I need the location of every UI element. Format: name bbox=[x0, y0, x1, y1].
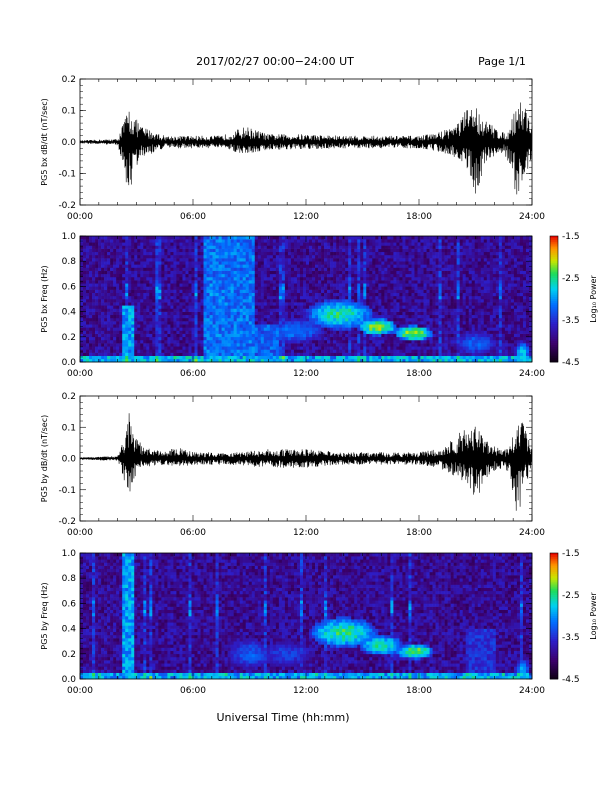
y-tick-label: 0.0 bbox=[62, 358, 77, 368]
y-tick-label: -0.1 bbox=[58, 486, 76, 496]
y-tick-label: 0.2 bbox=[62, 333, 76, 343]
y-tick-label: 0.2 bbox=[62, 392, 76, 402]
colorbar-tick-label: -3.5 bbox=[562, 633, 580, 643]
x-tick-label: 12:00 bbox=[293, 528, 319, 538]
x-tick-label: 06:00 bbox=[180, 528, 206, 538]
colorbar: -1.5 -2.5 -3.5 -4.5 Log₁₀ Power bbox=[549, 549, 598, 685]
x-tick-label: 12:00 bbox=[293, 369, 319, 379]
y-tick-label: 0.1 bbox=[62, 423, 76, 433]
y-tick-label: 0.0 bbox=[62, 455, 77, 465]
y-tick-label: 0.2 bbox=[62, 75, 76, 85]
colorbar-tick-label: -1.5 bbox=[562, 549, 580, 559]
x-tick-label: 24:00 bbox=[519, 528, 545, 538]
x-tick-label: 00:00 bbox=[67, 212, 93, 222]
y-axis-label: PG5 bx dB/dt (nT/sec) bbox=[40, 98, 49, 185]
figure-title: 2017/02/27 00:00−24:00 UT bbox=[196, 55, 354, 68]
y-tick-label: 0.6 bbox=[62, 599, 77, 609]
colorbar-tick-label: -3.5 bbox=[562, 316, 580, 326]
y-axis-label: PG5 by Freq (Hz) bbox=[40, 582, 49, 649]
x-tick-label: 06:00 bbox=[180, 212, 206, 222]
x-tick-label: 12:00 bbox=[293, 686, 319, 696]
x-tick-label: 06:00 bbox=[180, 369, 206, 379]
y-tick-label: 0.4 bbox=[62, 625, 77, 635]
x-tick-label: 18:00 bbox=[406, 686, 432, 696]
x-tick-label: 24:00 bbox=[519, 369, 545, 379]
colorbar: -1.5 -2.5 -3.5 -4.5 Log₁₀ Power bbox=[549, 232, 598, 368]
x-tick-label: 24:00 bbox=[519, 212, 545, 222]
y-tick-label: 0.0 bbox=[62, 675, 77, 685]
y-tick-label: -0.1 bbox=[58, 170, 76, 180]
spectrogram-cells bbox=[80, 553, 533, 680]
colorbar-label: Log₁₀ Power bbox=[589, 275, 598, 323]
y-tick-label: 0.2 bbox=[62, 650, 76, 660]
y-axis-label: PG5 by dB/dt (nT/sec) bbox=[40, 415, 49, 502]
colorbar-label: Log₁₀ Power bbox=[589, 592, 598, 640]
x-tick-label: 00:00 bbox=[67, 369, 93, 379]
x-tick-label: 00:00 bbox=[67, 528, 93, 538]
x-tick-label: 18:00 bbox=[406, 212, 432, 222]
colorbar-tick-label: -1.5 bbox=[562, 232, 580, 242]
x-tick-label: 18:00 bbox=[406, 528, 432, 538]
y-tick-label: -0.2 bbox=[58, 517, 76, 527]
x-tick-label: 12:00 bbox=[293, 212, 319, 222]
spectrogram-cells bbox=[80, 236, 533, 363]
x-tick-label: 24:00 bbox=[519, 686, 545, 696]
y-tick-label: 1.0 bbox=[62, 549, 77, 559]
colorbar-tick-label: -4.5 bbox=[562, 358, 580, 368]
colorbar-tick-label: -2.5 bbox=[562, 274, 580, 284]
x-tick-label: 00:00 bbox=[67, 686, 93, 696]
colorbar-tick-label: -2.5 bbox=[562, 591, 580, 601]
panel-2: -1.5 -2.5 -3.5 -4.5 Log₁₀ Power 00:00 06:00 12:… bbox=[40, 232, 598, 379]
y-tick-label: 0.8 bbox=[62, 574, 77, 584]
colorbar-tick-label: -4.5 bbox=[562, 675, 580, 685]
x-tick-label: 18:00 bbox=[406, 369, 432, 379]
panel-3: 00:00 06:00 12:00 18:00 24:00 -0.2 -0.1 0.0 0.1 0… bbox=[40, 392, 545, 538]
panel-1: 00:00 06:00 12:00 18:00 24:00 -0.2 -0.1 0.0 0.1 0… bbox=[40, 75, 545, 222]
page-indicator: Page 1/1 bbox=[478, 55, 526, 68]
y-tick-label: 0.4 bbox=[62, 308, 77, 318]
y-tick-label: 0.8 bbox=[62, 257, 77, 267]
x-tick-label: 06:00 bbox=[180, 686, 206, 696]
y-tick-label: 0.0 bbox=[62, 138, 77, 148]
y-tick-label: 0.1 bbox=[62, 107, 76, 117]
panel-4: -1.5 -2.5 -3.5 -4.5 Log₁₀ Power 00:00 06:00 12:… bbox=[40, 549, 598, 696]
waveform-series bbox=[79, 413, 533, 511]
y-tick-label: 1.0 bbox=[62, 232, 77, 242]
y-tick-label: 0.6 bbox=[62, 282, 77, 292]
x-axis-label: Universal Time (hh:mm) bbox=[217, 711, 350, 724]
y-tick-label: -0.2 bbox=[58, 201, 76, 211]
waveform-series bbox=[79, 102, 533, 195]
y-axis-label: PG5 bx Freq (Hz) bbox=[40, 265, 49, 332]
